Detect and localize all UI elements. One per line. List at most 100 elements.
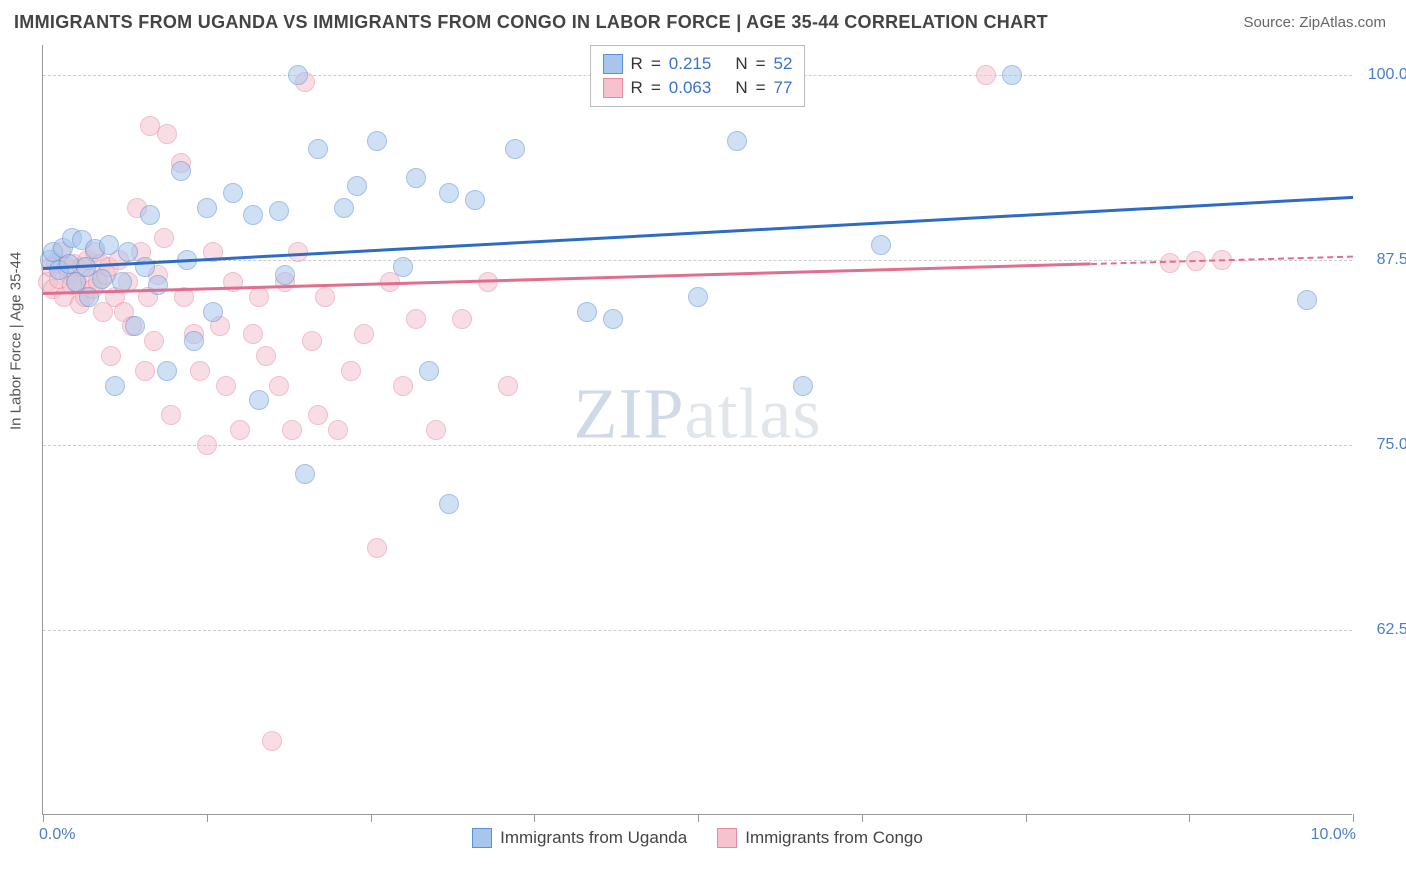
gridline-h xyxy=(43,630,1352,631)
scatter-point xyxy=(269,376,289,396)
x-tick xyxy=(43,814,44,822)
scatter-point xyxy=(505,139,525,159)
legend-item-congo: Immigrants from Congo xyxy=(717,828,923,848)
scatter-point xyxy=(577,302,597,322)
x-tick xyxy=(1026,814,1027,822)
scatter-point xyxy=(367,538,387,558)
legend-label-congo: Immigrants from Congo xyxy=(745,828,923,848)
r-value-uganda: 0.215 xyxy=(669,54,712,74)
legend-row-uganda: R = 0.215 N = 52 xyxy=(603,52,793,76)
scatter-point xyxy=(1002,65,1022,85)
scatter-point xyxy=(393,376,413,396)
legend-item-uganda: Immigrants from Uganda xyxy=(472,828,687,848)
n-value-uganda: 52 xyxy=(774,54,793,74)
scatter-point xyxy=(157,361,177,381)
x-tick xyxy=(862,814,863,822)
chart-header: IMMIGRANTS FROM UGANDA VS IMMIGRANTS FRO… xyxy=(0,0,1406,41)
scatter-point xyxy=(793,376,813,396)
x-tick xyxy=(371,814,372,822)
r-value-congo: 0.063 xyxy=(669,78,712,98)
scatter-point xyxy=(393,257,413,277)
watermark-zip: ZIP xyxy=(574,374,685,454)
gridline-h xyxy=(43,445,1352,446)
scatter-point xyxy=(1297,290,1317,310)
scatter-point xyxy=(140,205,160,225)
x-tick xyxy=(1189,814,1190,822)
scatter-point xyxy=(341,361,361,381)
series-legend: Immigrants from Uganda Immigrants from C… xyxy=(43,828,1352,848)
chart-title: IMMIGRANTS FROM UGANDA VS IMMIGRANTS FRO… xyxy=(14,12,1048,33)
scatter-point xyxy=(976,65,996,85)
legend-label-uganda: Immigrants from Uganda xyxy=(500,828,687,848)
watermark: ZIPatlas xyxy=(574,373,822,456)
scatter-point xyxy=(727,131,747,151)
scatter-point xyxy=(347,176,367,196)
scatter-point xyxy=(302,331,322,351)
scatter-point xyxy=(419,361,439,381)
scatter-point xyxy=(99,235,119,255)
scatter-point xyxy=(154,228,174,248)
scatter-point xyxy=(230,420,250,440)
scatter-point xyxy=(288,65,308,85)
scatter-point xyxy=(125,316,145,336)
scatter-point xyxy=(308,139,328,159)
scatter-point xyxy=(157,124,177,144)
swatch-congo-icon xyxy=(717,828,737,848)
scatter-point xyxy=(101,346,121,366)
scatter-point xyxy=(256,346,276,366)
scatter-point xyxy=(216,376,236,396)
scatter-point xyxy=(262,731,282,751)
scatter-point xyxy=(315,287,335,307)
swatch-uganda xyxy=(603,54,623,74)
scatter-point xyxy=(249,390,269,410)
x-tick xyxy=(207,814,208,822)
scatter-point xyxy=(452,309,472,329)
scatter-point xyxy=(190,361,210,381)
scatter-point xyxy=(223,183,243,203)
scatter-point xyxy=(295,464,315,484)
source-attribution: Source: ZipAtlas.com xyxy=(1243,14,1386,31)
scatter-point xyxy=(465,190,485,210)
scatter-point xyxy=(275,265,295,285)
scatter-point xyxy=(197,435,217,455)
regression-line xyxy=(43,263,1091,296)
scatter-point xyxy=(426,420,446,440)
scatter-point xyxy=(603,309,623,329)
scatter-point xyxy=(334,198,354,218)
scatter-point xyxy=(135,361,155,381)
scatter-point xyxy=(498,376,518,396)
scatter-point xyxy=(439,494,459,514)
scatter-point xyxy=(406,168,426,188)
scatter-point xyxy=(161,405,181,425)
scatter-point xyxy=(184,331,204,351)
scatter-point xyxy=(249,287,269,307)
scatter-point xyxy=(118,242,138,262)
scatter-point xyxy=(367,131,387,151)
chart-container: In Labor Force | Age 35-44 ZIPatlas R = … xyxy=(42,45,1396,815)
y-axis-label: In Labor Force | Age 35-44 xyxy=(8,252,25,430)
swatch-congo xyxy=(603,78,623,98)
legend-row-congo: R = 0.063 N = 77 xyxy=(603,76,793,100)
y-tick-label: 100.0% xyxy=(1362,66,1406,84)
scatter-point xyxy=(439,183,459,203)
y-tick-label: 62.5% xyxy=(1362,621,1406,639)
scatter-point xyxy=(105,376,125,396)
stats-legend: R = 0.215 N = 52 R = 0.063 N = 77 xyxy=(590,45,806,107)
y-tick-label: 75.0% xyxy=(1362,436,1406,454)
scatter-point xyxy=(92,269,112,289)
scatter-point xyxy=(243,205,263,225)
scatter-point xyxy=(406,309,426,329)
scatter-point xyxy=(171,161,191,181)
x-tick xyxy=(698,814,699,822)
scatter-point xyxy=(688,287,708,307)
scatter-point xyxy=(197,198,217,218)
scatter-point xyxy=(282,420,302,440)
x-tick-start: 0.0% xyxy=(39,826,75,844)
n-value-congo: 77 xyxy=(774,78,793,98)
scatter-point xyxy=(203,302,223,322)
scatter-point xyxy=(871,235,891,255)
scatter-point xyxy=(269,201,289,221)
scatter-point xyxy=(328,420,348,440)
scatter-point xyxy=(144,331,164,351)
scatter-point xyxy=(243,324,263,344)
